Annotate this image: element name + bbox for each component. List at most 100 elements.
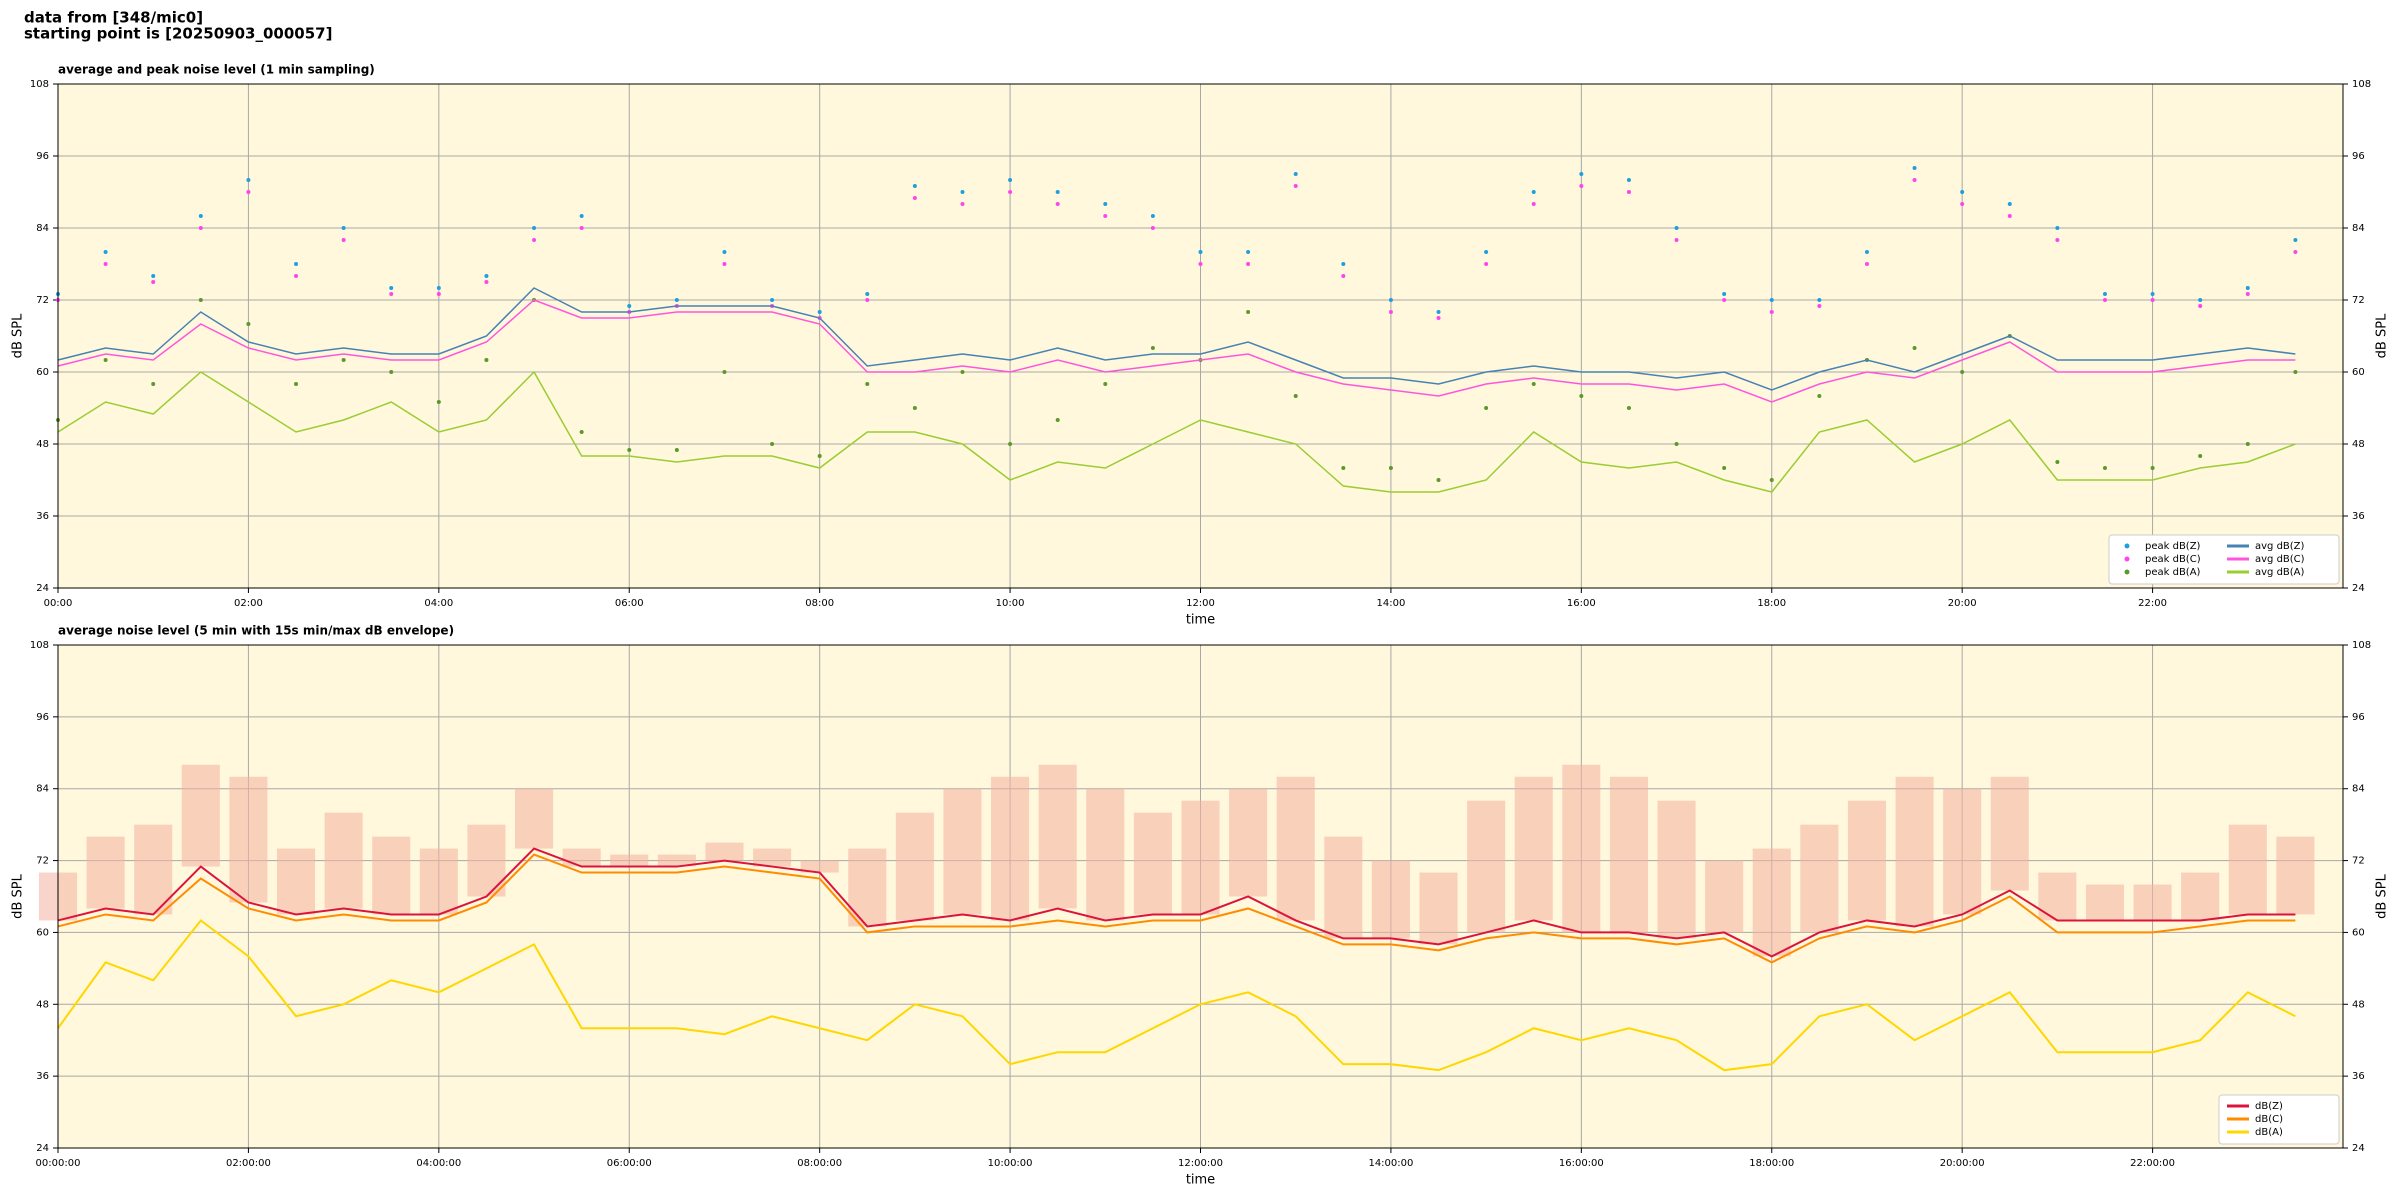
peak-point — [2102, 292, 2107, 296]
peak-point — [1293, 394, 1298, 398]
peak-point — [103, 358, 108, 362]
x-tick-label: 08:00 — [805, 598, 834, 609]
peak-point — [817, 310, 822, 314]
peak-point — [1055, 418, 1060, 422]
x-tick-label: 10:00:00 — [988, 1158, 1033, 1169]
peak-point — [770, 442, 775, 446]
legend-label: dB(A) — [2255, 1127, 2283, 1138]
y-axis-label: dB SPL — [11, 873, 26, 918]
peak-point — [1912, 178, 1917, 182]
peak-point — [1388, 310, 1393, 314]
peak-point — [1531, 190, 1536, 194]
peak-point — [246, 190, 251, 194]
peak-point — [1769, 310, 1774, 314]
envelope — [134, 824, 173, 915]
envelope — [1181, 800, 1220, 915]
peak-point — [1626, 406, 1631, 410]
envelope — [1657, 800, 1696, 939]
envelope — [1038, 764, 1077, 909]
peak-point — [1436, 310, 1441, 314]
peak-point — [2198, 298, 2203, 302]
peak-point — [1626, 178, 1631, 182]
peak-point — [2198, 454, 2203, 458]
envelope — [2181, 872, 2220, 921]
peak-point — [2055, 460, 2060, 464]
peak-point — [1817, 394, 1822, 398]
peak-point — [436, 286, 441, 290]
envelope — [1847, 800, 1886, 921]
y-tick-label-right: 60 — [2352, 927, 2365, 938]
peak-point — [1674, 442, 1679, 446]
peak-point — [1484, 250, 1489, 254]
peak-point — [1198, 250, 1203, 254]
y-tick-label: 48 — [36, 999, 49, 1010]
peak-point — [1626, 190, 1631, 194]
y-tick-label: 60 — [36, 927, 49, 938]
y-tick-label-right: 84 — [2352, 223, 2365, 234]
peak-point — [1246, 310, 1251, 314]
legend-marker — [2124, 556, 2130, 562]
x-tick-label: 04:00 — [424, 598, 453, 609]
peak-point — [1246, 250, 1251, 254]
envelope — [1276, 776, 1315, 921]
legend-marker — [2124, 543, 2130, 549]
x-tick-label: 06:00:00 — [607, 1158, 652, 1169]
peak-point — [1579, 172, 1584, 176]
envelope — [2228, 824, 2267, 915]
envelope — [419, 848, 458, 915]
envelope — [1943, 788, 1982, 915]
legend-label: avg dB(Z) — [2255, 541, 2305, 552]
peak-point — [389, 370, 394, 374]
peak-point — [2245, 292, 2250, 296]
y-tick-label-right: 60 — [2352, 367, 2365, 378]
y-tick-label-right: 48 — [2352, 439, 2365, 450]
peak-point — [579, 430, 584, 434]
legend-label: avg dB(A) — [2255, 567, 2305, 578]
peak-point — [484, 358, 489, 362]
peak-point — [2150, 466, 2155, 470]
chart-title: average noise level (5 min with 15s min/… — [58, 624, 454, 638]
envelope — [2085, 884, 2125, 921]
peak-point — [1198, 262, 1203, 266]
envelope — [1133, 812, 1172, 915]
y-tick-label-right: 84 — [2352, 784, 2365, 795]
peak-point — [1674, 238, 1679, 242]
legend-label: peak dB(C) — [2145, 554, 2201, 565]
peak-point — [1008, 190, 1013, 194]
peak-point — [1579, 184, 1584, 188]
envelope — [2038, 872, 2077, 921]
x-tick-label: 12:00 — [1186, 598, 1215, 609]
x-axis-label: time — [1186, 1173, 1215, 1188]
envelope — [562, 848, 601, 867]
chart-title: average and peak noise level (1 min samp… — [58, 63, 375, 77]
peak-point — [1674, 226, 1679, 230]
envelope — [1752, 848, 1791, 957]
x-tick-label: 02:00 — [234, 598, 263, 609]
series-line — [57, 919, 2296, 1072]
peak-point — [1960, 370, 1965, 374]
peak-point — [1103, 214, 1108, 218]
peak-point — [1103, 382, 1108, 386]
peak-point — [1341, 274, 1346, 278]
peak-point — [1960, 202, 1965, 206]
x-tick-label: 14:00:00 — [1368, 1158, 1413, 1169]
peak-point — [865, 298, 870, 302]
peak-point — [770, 298, 775, 302]
peak-point — [1960, 190, 1965, 194]
x-tick-label: 16:00 — [1567, 598, 1596, 609]
y-tick-label: 96 — [36, 712, 49, 723]
y-tick-label-right: 36 — [2352, 1071, 2365, 1082]
envelope — [1371, 860, 1410, 939]
x-tick-label: 06:00 — [615, 598, 644, 609]
peak-point — [2055, 238, 2060, 242]
peak-point — [960, 190, 965, 194]
peak-point — [1388, 466, 1393, 470]
peak-point — [294, 262, 299, 266]
envelope — [753, 848, 792, 867]
peak-point — [912, 196, 917, 200]
peak-point — [103, 250, 108, 254]
peak-point — [2102, 466, 2107, 470]
peak-point — [532, 226, 537, 230]
x-tick-label: 02:00:00 — [226, 1158, 271, 1169]
peak-point — [1341, 262, 1346, 266]
